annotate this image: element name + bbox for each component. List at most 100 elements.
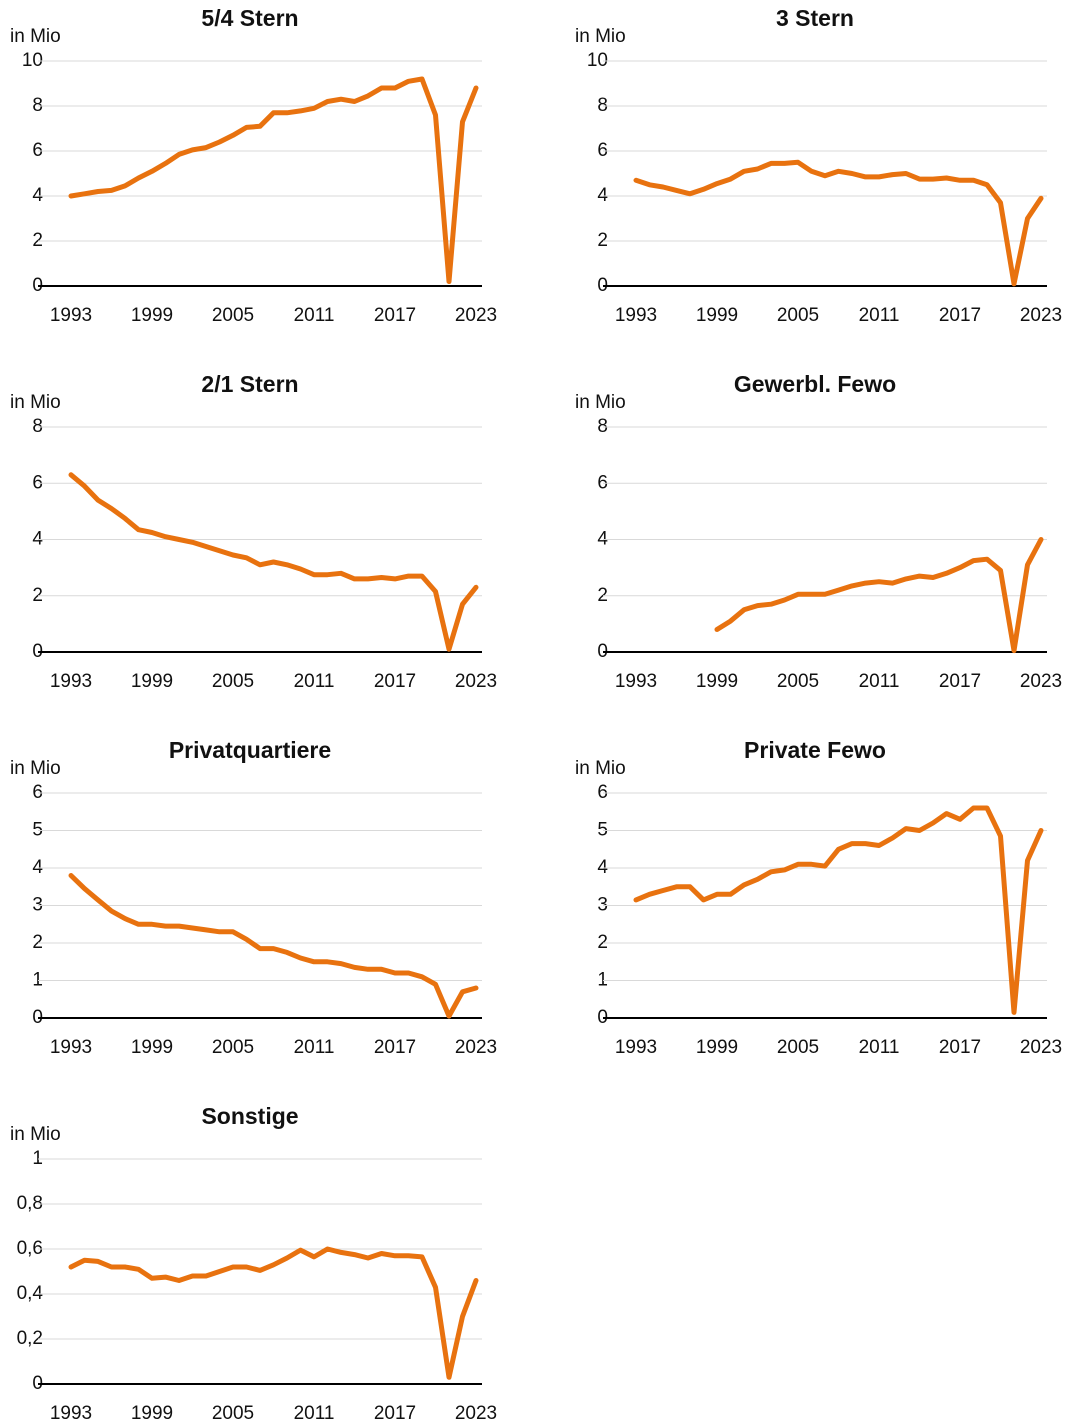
chart-title: 3 Stern: [776, 5, 854, 31]
y-tick-label: 10: [587, 50, 608, 71]
chart-title: Private Fewo: [744, 737, 886, 763]
x-tick-label: 2011: [294, 1403, 335, 1424]
x-tick-label: 2017: [374, 671, 416, 692]
y-tick-label: 6: [597, 782, 608, 803]
x-tick-label: 2023: [1020, 1037, 1062, 1058]
y-tick-label: 0,2: [17, 1328, 43, 1349]
x-tick-label: 1999: [696, 671, 738, 692]
y-tick-label: 0: [597, 1007, 608, 1028]
x-tick-label: 2023: [1020, 671, 1062, 692]
chart-title: Sonstige: [201, 1103, 298, 1129]
y-tick-label: 10: [22, 50, 43, 71]
x-tick-label: 2011: [859, 671, 900, 692]
y-tick-label: 3: [597, 895, 608, 916]
y-axis-label: in Mio: [575, 758, 626, 779]
y-tick-label: 0: [32, 641, 43, 662]
y-tick-label: 0: [32, 1373, 43, 1394]
chart-title: 2/1 Stern: [201, 371, 298, 397]
data-line: [633, 159, 1044, 287]
y-tick-label: 2: [597, 932, 608, 953]
y-tick-label: 1: [32, 1148, 43, 1169]
y-tick-label: 0,8: [17, 1193, 43, 1214]
y-tick-label: 2: [32, 932, 43, 953]
x-tick-label: 2011: [859, 1037, 900, 1058]
y-tick-label: 0: [597, 275, 608, 296]
x-tick-label: 1993: [50, 305, 92, 326]
x-tick-label: 1999: [131, 1403, 173, 1424]
data-line: [68, 76, 479, 284]
data-line: [68, 472, 479, 652]
y-axis-label: in Mio: [10, 1124, 61, 1145]
y-tick-label: 0: [597, 641, 608, 662]
x-tick-label: 2023: [455, 305, 497, 326]
y-tick-label: 8: [597, 416, 608, 437]
y-axis-label: in Mio: [10, 26, 61, 47]
chart-title: 5/4 Stern: [201, 5, 298, 31]
y-tick-label: 2: [32, 230, 43, 251]
x-tick-label: 1993: [50, 1037, 92, 1058]
x-tick-label: 2005: [212, 671, 254, 692]
x-tick-label: 2005: [212, 305, 254, 326]
y-tick-label: 4: [597, 185, 608, 206]
y-tick-label: 6: [32, 472, 43, 493]
x-tick-label: 1999: [131, 671, 173, 692]
x-tick-label: 1993: [50, 671, 92, 692]
y-tick-label: 6: [597, 140, 608, 161]
x-tick-label: 2023: [455, 671, 497, 692]
y-tick-label: 0,4: [17, 1283, 44, 1304]
x-tick-label: 2017: [939, 671, 981, 692]
data-line: [633, 805, 1044, 1015]
y-tick-label: 4: [32, 185, 43, 206]
y-tick-label: 1: [32, 970, 43, 991]
y-tick-label: 4: [597, 529, 608, 550]
y-tick-label: 1: [597, 970, 608, 991]
y-tick-label: 2: [597, 230, 608, 251]
y-tick-label: 6: [32, 782, 43, 803]
y-tick-label: 8: [32, 416, 43, 437]
x-tick-label: 2017: [374, 1037, 416, 1058]
x-tick-label: 1999: [131, 1037, 173, 1058]
x-tick-label: 1999: [131, 305, 173, 326]
x-tick-label: 2005: [777, 305, 819, 326]
x-tick-label: 1993: [615, 1037, 657, 1058]
y-tick-label: 5: [32, 820, 43, 841]
x-tick-label: 2017: [939, 1037, 981, 1058]
y-axis-label: in Mio: [10, 758, 61, 779]
x-tick-label: 2005: [212, 1403, 254, 1424]
y-tick-label: 6: [32, 140, 43, 161]
y-tick-label: 8: [32, 95, 43, 116]
x-tick-label: 1993: [50, 1403, 92, 1424]
y-tick-label: 6: [597, 472, 608, 493]
y-tick-label: 4: [597, 857, 608, 878]
x-tick-label: 2011: [294, 1037, 335, 1058]
x-tick-label: 2017: [374, 305, 416, 326]
x-tick-label: 2023: [455, 1037, 497, 1058]
y-tick-label: 2: [597, 585, 608, 606]
x-tick-label: 1999: [696, 1037, 738, 1058]
x-tick-label: 2017: [939, 305, 981, 326]
y-tick-label: 2: [32, 585, 43, 606]
x-tick-label: 2023: [455, 1403, 497, 1424]
x-tick-label: 2011: [294, 305, 335, 326]
y-tick-label: 3: [32, 895, 43, 916]
data-line: [68, 1246, 479, 1380]
x-tick-label: 2005: [212, 1037, 254, 1058]
y-tick-label: 8: [597, 95, 608, 116]
x-tick-label: 2005: [777, 671, 819, 692]
data-line: [714, 537, 1044, 654]
x-tick-label: 2011: [859, 305, 900, 326]
x-tick-label: 2005: [777, 1037, 819, 1058]
x-tick-label: 1999: [696, 305, 738, 326]
y-tick-label: 0: [32, 1007, 43, 1028]
y-tick-label: 0,6: [17, 1238, 43, 1259]
y-axis-label: in Mio: [575, 26, 626, 47]
y-tick-label: 5: [597, 820, 608, 841]
x-tick-label: 2011: [294, 671, 335, 692]
y-tick-label: 4: [32, 857, 43, 878]
data-line: [68, 873, 479, 1019]
y-tick-label: 4: [32, 529, 43, 550]
chart-title: Gewerbl. Fewo: [734, 371, 896, 397]
y-tick-label: 0: [32, 275, 43, 296]
chart-title: Privatquartiere: [169, 737, 331, 763]
